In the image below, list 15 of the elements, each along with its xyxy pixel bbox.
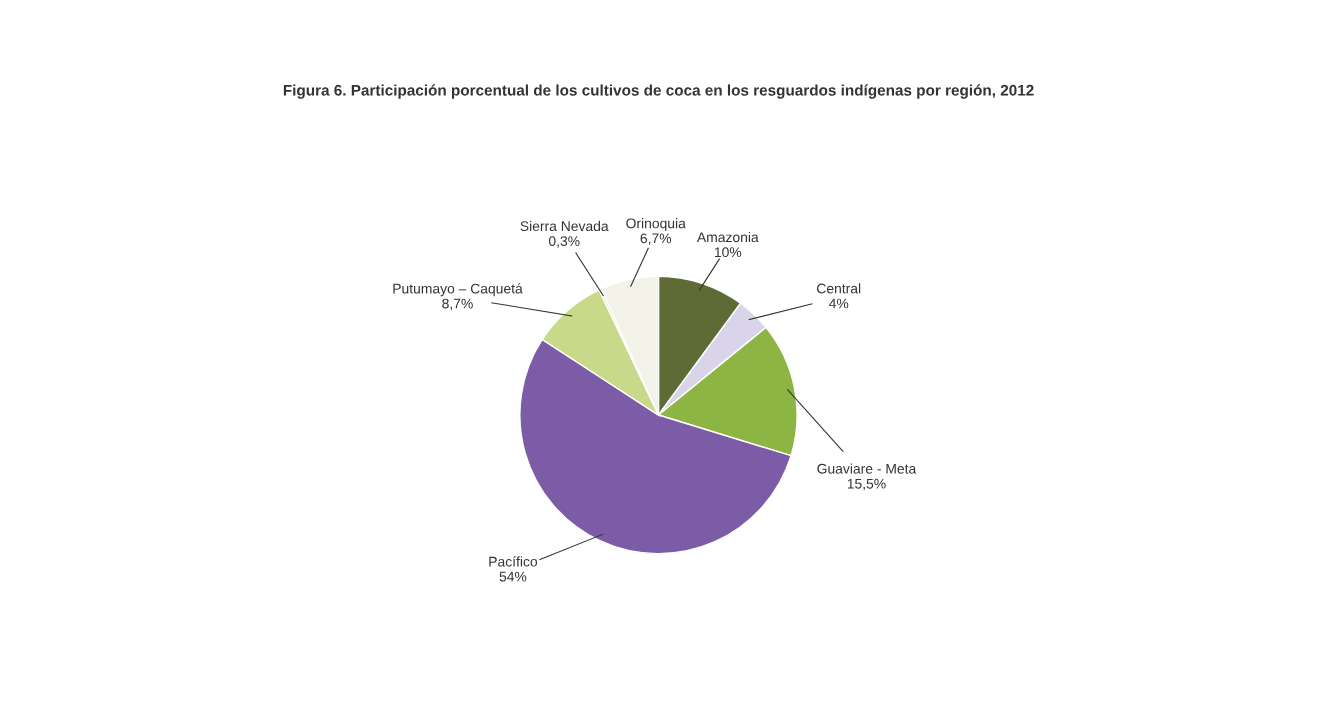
- data-label: 6,7%: [640, 233, 672, 245]
- slice-label: Central: [817, 283, 861, 294]
- chart-title: Figura 6. Participación porcentual de los cultivos de coca en los resguardos indígenas por región, 2012: [283, 84, 1034, 99]
- slice-label: Pacífico: [489, 556, 538, 567]
- slice-label: Orinoquia: [626, 218, 686, 232]
- data-label: 10%: [714, 247, 742, 258]
- slice-label: Amazonia: [696, 231, 759, 243]
- data-label: 8,7%: [442, 298, 473, 311]
- data-label: 15,5%: [847, 478, 886, 491]
- slice-label: Guaviare - Meta: [817, 463, 917, 474]
- slice-label: Putumayo – Caquetá: [393, 283, 523, 297]
- slice-label: Sierra Nevada: [520, 220, 609, 232]
- data-label: 4%: [829, 298, 849, 309]
- data-label: 54%: [499, 571, 527, 582]
- data-label: 0,3%: [548, 236, 580, 248]
